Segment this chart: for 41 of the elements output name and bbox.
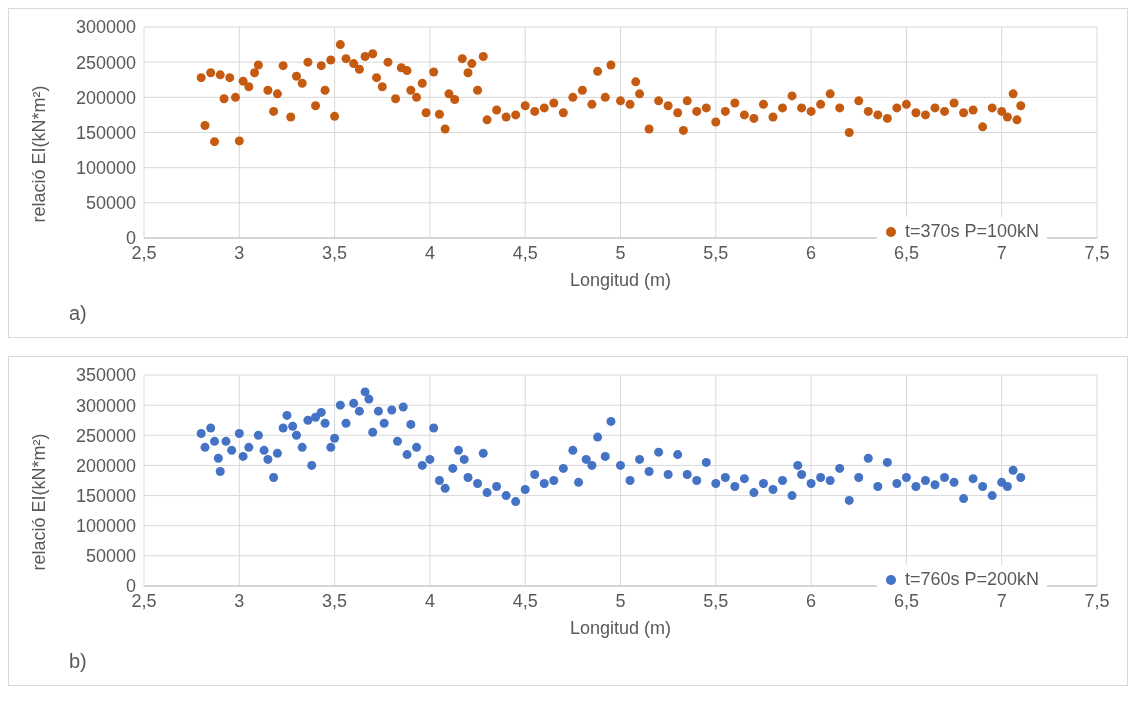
x-tick-label: 6 bbox=[806, 590, 817, 611]
x-tick-label: 6 bbox=[806, 242, 817, 263]
x-axis-title: Longitud (m) bbox=[569, 270, 672, 290]
text: a) bbox=[69, 302, 87, 325]
y-tick-label: 250000 bbox=[75, 52, 136, 73]
x-tick-label: 7,5 bbox=[1084, 590, 1110, 611]
y-tick-label: 350000 bbox=[75, 365, 136, 386]
y-tick-label: 50000 bbox=[85, 546, 136, 567]
x-tick-label: 4 bbox=[424, 242, 435, 263]
x-tick-label: 3 bbox=[234, 590, 245, 611]
y-tick-label: 100000 bbox=[75, 516, 136, 537]
y-tick-label: 200000 bbox=[75, 87, 136, 108]
x-tick-label: 3,5 bbox=[322, 242, 348, 263]
y-tick-label: 300000 bbox=[75, 395, 136, 416]
x-tick-label: 5,5 bbox=[703, 590, 729, 611]
y-tick-label: 50000 bbox=[85, 193, 136, 214]
text: b) bbox=[69, 650, 87, 673]
y-tick-label: 150000 bbox=[75, 485, 136, 506]
x-tick-label: 5 bbox=[615, 242, 626, 263]
y-axis-title: relació EI(kN*m²) bbox=[29, 433, 50, 571]
x-tick-label: 4,5 bbox=[512, 590, 538, 611]
x-tick-label: 6,5 bbox=[893, 590, 919, 611]
x-tick-label: 7 bbox=[996, 242, 1007, 263]
y-tick-label: 200000 bbox=[75, 455, 136, 476]
x-tick-label: 7,5 bbox=[1084, 242, 1110, 263]
y-tick-label: 150000 bbox=[75, 122, 136, 143]
legend-label: t=370s P=100kN bbox=[905, 221, 1040, 242]
y-axis-title: relació EI(kN*m²) bbox=[29, 85, 50, 223]
x-axis-title: Longitud (m) bbox=[569, 618, 672, 638]
x-tick-label: 3,5 bbox=[322, 590, 348, 611]
legend-label: t=760s P=200kN bbox=[905, 569, 1040, 590]
y-tick-label: 300000 bbox=[75, 17, 136, 38]
x-tick-label: 5 bbox=[615, 590, 626, 611]
y-tick-label: 250000 bbox=[75, 425, 136, 446]
x-tick-label: 4,5 bbox=[512, 242, 538, 263]
x-tick-label: 7 bbox=[996, 590, 1007, 611]
y-tick-label: 100000 bbox=[75, 158, 136, 179]
x-tick-label: 5,5 bbox=[703, 242, 729, 263]
x-tick-label: 3 bbox=[234, 242, 245, 263]
x-tick-label: 4 bbox=[424, 590, 435, 611]
x-tick-label: 6,5 bbox=[893, 242, 919, 263]
